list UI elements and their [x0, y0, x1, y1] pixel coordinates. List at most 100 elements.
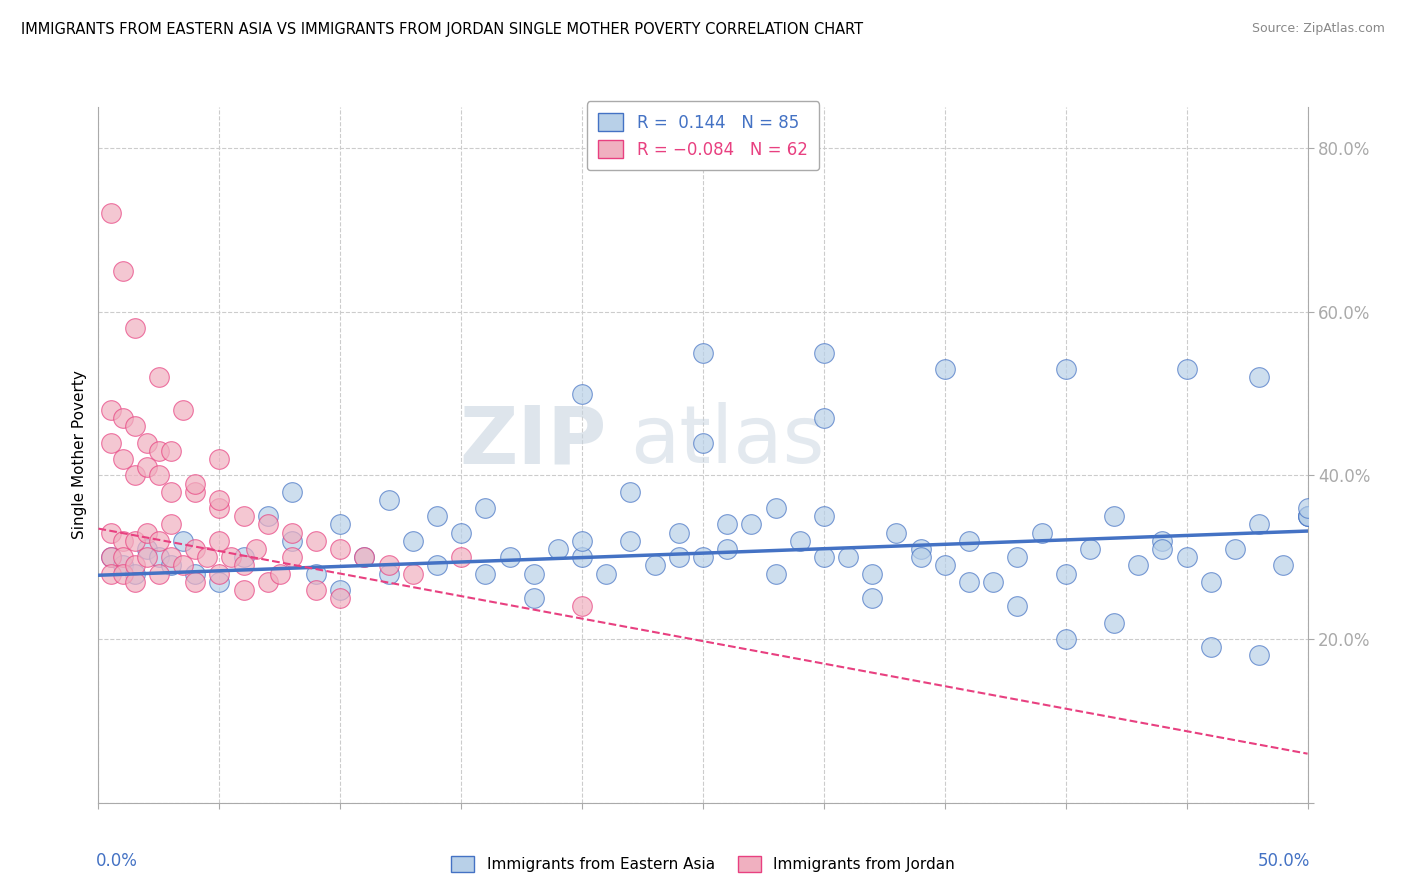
Point — [124, 533, 146, 548]
Point — [716, 542, 738, 557]
Point — [111, 558, 134, 573]
Point — [860, 591, 883, 606]
Point — [135, 460, 157, 475]
Point — [740, 517, 762, 532]
Point — [1102, 509, 1125, 524]
Point — [813, 509, 835, 524]
Point — [934, 558, 956, 573]
Point — [135, 550, 157, 565]
Point — [184, 574, 207, 589]
Point — [305, 582, 328, 597]
Point — [111, 550, 134, 565]
Point — [860, 566, 883, 581]
Point — [1102, 615, 1125, 630]
Point — [1296, 501, 1319, 516]
Point — [135, 542, 157, 557]
Point — [195, 550, 218, 565]
Point — [1054, 632, 1077, 646]
Point — [329, 591, 352, 606]
Point — [402, 566, 425, 581]
Point — [111, 566, 134, 581]
Point — [245, 542, 267, 557]
Point — [124, 468, 146, 483]
Point — [100, 525, 122, 540]
Point — [1249, 648, 1271, 663]
Text: 0.0%: 0.0% — [96, 852, 138, 870]
Point — [837, 550, 859, 565]
Point — [100, 566, 122, 581]
Point — [329, 517, 352, 532]
Point — [716, 517, 738, 532]
Point — [172, 533, 194, 548]
Point — [148, 550, 170, 565]
Point — [957, 533, 980, 548]
Point — [644, 558, 666, 573]
Point — [281, 550, 304, 565]
Point — [692, 550, 714, 565]
Point — [256, 574, 278, 589]
Text: atlas: atlas — [630, 402, 825, 480]
Text: ZIP: ZIP — [458, 402, 606, 480]
Point — [208, 492, 231, 507]
Point — [765, 566, 787, 581]
Legend: Immigrants from Eastern Asia, Immigrants from Jordan: Immigrants from Eastern Asia, Immigrants… — [444, 848, 962, 880]
Point — [498, 550, 520, 565]
Point — [1223, 542, 1246, 557]
Point — [184, 476, 207, 491]
Point — [474, 566, 496, 581]
Point — [281, 533, 304, 548]
Point — [124, 566, 146, 581]
Point — [571, 599, 593, 614]
Point — [523, 566, 546, 581]
Point — [184, 566, 207, 581]
Point — [450, 550, 472, 565]
Point — [813, 345, 835, 359]
Point — [692, 435, 714, 450]
Point — [1296, 509, 1319, 524]
Point — [100, 550, 122, 565]
Point — [426, 558, 449, 573]
Point — [281, 484, 304, 499]
Point — [124, 321, 146, 335]
Point — [232, 558, 254, 573]
Point — [160, 517, 183, 532]
Point — [1296, 509, 1319, 524]
Point — [668, 525, 690, 540]
Point — [1031, 525, 1053, 540]
Text: IMMIGRANTS FROM EASTERN ASIA VS IMMIGRANTS FROM JORDAN SINGLE MOTHER POVERTY COR: IMMIGRANTS FROM EASTERN ASIA VS IMMIGRAN… — [21, 22, 863, 37]
Point — [281, 525, 304, 540]
Point — [571, 550, 593, 565]
Point — [148, 370, 170, 384]
Point — [184, 484, 207, 499]
Point — [208, 574, 231, 589]
Point — [377, 558, 399, 573]
Point — [1249, 517, 1271, 532]
Point — [124, 574, 146, 589]
Point — [100, 206, 122, 220]
Point — [172, 558, 194, 573]
Point — [100, 403, 122, 417]
Point — [910, 550, 932, 565]
Point — [1152, 533, 1174, 548]
Legend: R =  0.144   N = 85, R = −0.084   N = 62: R = 0.144 N = 85, R = −0.084 N = 62 — [586, 102, 820, 170]
Point — [208, 566, 231, 581]
Point — [111, 452, 134, 467]
Point — [1054, 362, 1077, 376]
Point — [1007, 550, 1029, 565]
Point — [148, 566, 170, 581]
Point — [160, 484, 183, 499]
Point — [100, 435, 122, 450]
Point — [910, 542, 932, 557]
Point — [1199, 574, 1222, 589]
Point — [813, 411, 835, 425]
Point — [305, 533, 328, 548]
Point — [789, 533, 811, 548]
Point — [100, 550, 122, 565]
Point — [256, 509, 278, 524]
Point — [1272, 558, 1295, 573]
Point — [547, 542, 569, 557]
Point — [329, 542, 352, 557]
Point — [232, 550, 254, 565]
Point — [934, 362, 956, 376]
Point — [1249, 370, 1271, 384]
